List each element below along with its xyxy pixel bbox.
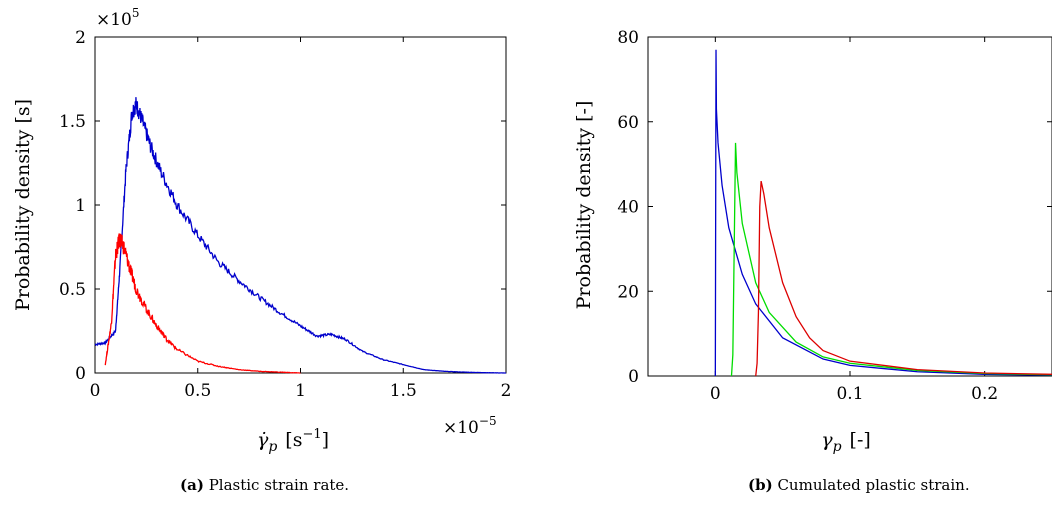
panel-a-y-tick-label: 2 [75,28,86,48]
panel-b-plot-frame [647,36,1052,377]
panel-b-y-tick-label: 0 [628,367,639,387]
panel-b-y-tick-label: 80 [617,28,639,48]
panel-b-caption: (b) Cumulated plastic strain. [748,476,970,494]
panel-a-y-multiplier: ×105 [96,6,140,30]
panel-b-series-line-3 [755,180,1052,377]
panel-a-x-tick-label: 1.5 [390,381,417,401]
panel-a-x-axis-label: γ̇p [s−1] [257,427,329,455]
panel-a-y-tick-label: 0.5 [59,280,86,300]
panel-b-x-axis-label: γp [-] [821,429,871,455]
panel-a-plastic-strain-rate: 0 0.5 1 1.5 2 0 0.5 1 1.5 2 ×105 ×10−5 Probabilit… [12,6,511,455]
panel-b-ticks: 0 0.1 0.2 0 20 40 60 80 [617,28,1052,404]
panel-a-plot-frame [94,36,507,374]
panel-b-x-tick-label: 0 [710,384,721,404]
panel-a-series-line-2 [104,233,301,374]
panel-b-y-tick-label: 20 [617,282,639,302]
panel-a-series-line-1 [94,97,506,374]
panel-b-series [714,49,1052,377]
panel-a-x-tick-label: 0 [90,381,101,401]
panel-b-cumulated-plastic-strain: 0 0.1 0.2 0 20 40 60 80 Probability density [-]… [573,28,1052,455]
panel-b-y-tick-label: 60 [617,113,639,133]
panel-b-y-tick-label: 40 [617,198,639,218]
panel-a-y-axis-label: Probability density [s] [12,99,34,311]
panel-a-x-tick-label: 2 [501,381,512,401]
panel-b-x-tick-label: 0.1 [836,384,863,404]
panel-b-y-axis-label: Probability density [-] [573,101,595,310]
panel-a-y-tick-label: 0 [75,364,86,384]
panel-b-series-line-2 [730,142,1052,377]
panel-a-x-multiplier: ×10−5 [443,414,497,438]
panel-a-y-tick-label: 1 [75,196,86,216]
panel-a-x-tick-label: 0.5 [184,381,211,401]
panel-a-series [94,97,506,374]
panel-a-y-tick-label: 1.5 [59,112,86,132]
panel-b-series-line-1 [714,49,1052,377]
panel-a-ticks: 0 0.5 1 1.5 2 0 0.5 1 1.5 2 [59,28,511,401]
panel-a-caption: (a) Plastic strain rate. [180,476,350,494]
panel-b-x-tick-label: 0.2 [971,384,998,404]
panel-a-x-tick-label: 1 [295,381,306,401]
